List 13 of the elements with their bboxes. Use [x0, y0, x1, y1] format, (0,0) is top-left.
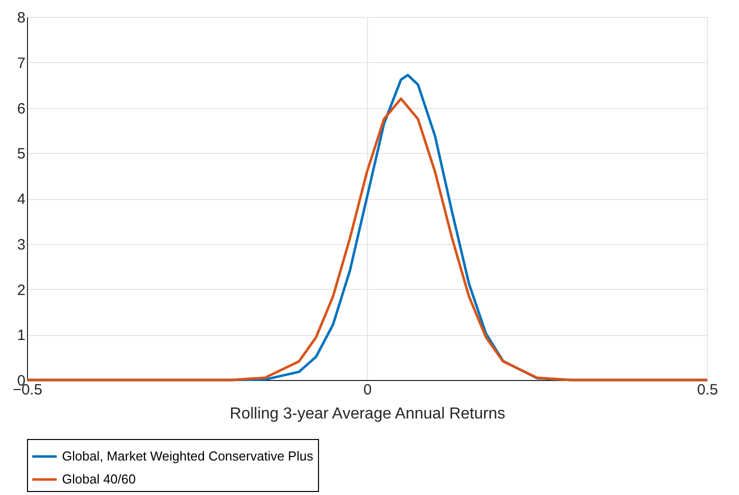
y-tick-label: 5: [17, 146, 26, 163]
x-tick-label: 0: [363, 382, 372, 398]
y-tick-label: 6: [17, 100, 26, 118]
legend-label: Global 40/60: [62, 472, 136, 486]
y-tick-label: 1: [17, 327, 26, 344]
y-tick-label: 7: [17, 54, 26, 72]
y-tick-label: 8: [17, 10, 26, 26]
legend-label: Global, Market Weighted Conservative Plus: [62, 448, 314, 464]
x-axis-title: Rolling 3-year Average Annual Returns: [230, 406, 506, 422]
x-tick-label: 0.5: [697, 382, 718, 398]
y-tick-label: 2: [17, 282, 26, 299]
y-tick-label: 3: [17, 236, 26, 254]
y-tick-label: 4: [17, 191, 26, 208]
